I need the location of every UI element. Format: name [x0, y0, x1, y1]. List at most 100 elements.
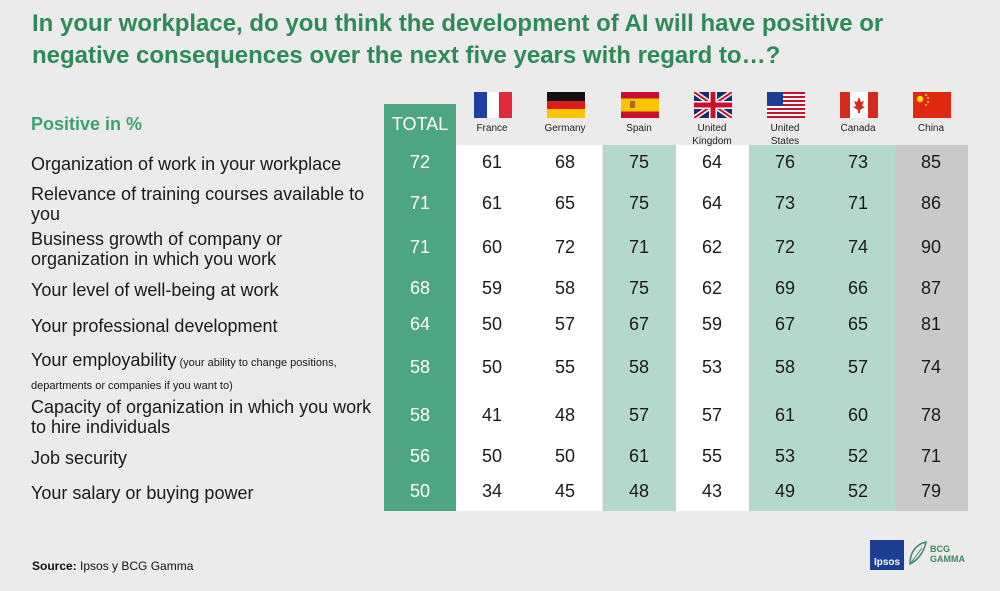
- value-cell: 85: [920, 152, 942, 172]
- country-label-usa: United States: [770, 123, 800, 147]
- value-cell: 55: [701, 446, 723, 466]
- positive-percent-label: Positive in %: [31, 114, 143, 134]
- value-cell: 60: [847, 405, 869, 425]
- value-cell: 34: [481, 481, 503, 501]
- column-background-uk: [676, 145, 749, 511]
- row-label: Capacity of organization in which you wo…: [31, 397, 372, 437]
- total-column-header: TOTAL: [391, 114, 449, 134]
- total-value-cell: 72: [409, 152, 431, 172]
- source-note: Source: Ipsos y BCG Gamma: [32, 559, 194, 573]
- value-cell: 58: [774, 357, 796, 377]
- value-cell: 66: [847, 278, 869, 298]
- column-background-usa: [749, 145, 822, 511]
- value-cell: 69: [774, 278, 796, 298]
- value-cell: 52: [847, 446, 869, 466]
- value-cell: 57: [554, 314, 576, 334]
- value-cell: 61: [774, 405, 796, 425]
- row-label: Business growth of company or organizati…: [31, 229, 283, 269]
- value-cell: 61: [628, 446, 650, 466]
- total-value-cell: 71: [409, 193, 431, 213]
- country-label-china: China: [917, 123, 945, 134]
- chart-title: In your workplace, do you think the deve…: [32, 10, 884, 69]
- total-value-cell: 71: [409, 237, 431, 257]
- value-cell: 72: [554, 237, 576, 257]
- column-background-spain: [603, 145, 676, 511]
- value-cell: 86: [920, 193, 942, 213]
- total-value-cell: 64: [409, 314, 431, 334]
- value-cell: 73: [847, 152, 869, 172]
- value-cell: 65: [554, 193, 576, 213]
- total-value-cell: 50: [409, 481, 431, 501]
- country-label-germany: Germany: [544, 123, 586, 134]
- value-cell: 59: [481, 278, 503, 298]
- value-cell: 48: [628, 481, 650, 501]
- column-background-china: [895, 145, 968, 511]
- value-cell: 75: [628, 193, 650, 213]
- value-cell: 60: [481, 237, 503, 257]
- value-cell: 43: [701, 481, 723, 501]
- usa-flag-icon: [766, 92, 805, 118]
- value-cell: 71: [628, 237, 650, 257]
- column-background-france: [456, 145, 529, 511]
- value-cell: 75: [628, 278, 650, 298]
- row-label: Your employability (your ability to chan…: [31, 350, 337, 392]
- value-cell: 90: [920, 237, 942, 257]
- total-value-cell: 58: [409, 357, 431, 377]
- value-cell: 58: [628, 357, 650, 377]
- value-cell: 78: [920, 405, 942, 425]
- value-cell: 79: [920, 481, 942, 501]
- value-cell: 59: [701, 314, 723, 334]
- value-cell: 57: [847, 357, 869, 377]
- row-label: Job security: [31, 448, 128, 468]
- value-cell: 76: [774, 152, 796, 172]
- total-value-cell: 58: [409, 405, 431, 425]
- value-cell: 81: [920, 314, 942, 334]
- canada-flag-icon: [839, 92, 878, 118]
- total-value-cell: 56: [409, 446, 431, 466]
- value-cell: 71: [847, 193, 869, 213]
- germany-flag-icon: [546, 92, 585, 118]
- value-cell: 67: [628, 314, 650, 334]
- value-cell: 71: [920, 446, 942, 466]
- value-cell: 53: [774, 446, 796, 466]
- leaf-icon: [909, 540, 927, 566]
- row-label: Your salary or buying power: [31, 483, 254, 503]
- value-cell: 52: [847, 481, 869, 501]
- france-flag-icon: [473, 92, 512, 118]
- value-cell: 72: [774, 237, 796, 257]
- ipsos-logo: Ipsos: [870, 540, 904, 570]
- row-label: Your professional development: [31, 316, 278, 336]
- country-label-france: France: [476, 123, 508, 134]
- value-cell: 49: [774, 481, 796, 501]
- value-cell: 48: [554, 405, 576, 425]
- value-cell: 61: [481, 152, 503, 172]
- china-flag-icon: [912, 92, 951, 118]
- value-cell: 67: [774, 314, 796, 334]
- value-cell: 65: [847, 314, 869, 334]
- total-column-background: [384, 104, 456, 511]
- country-label-canada: Canada: [840, 123, 876, 134]
- uk-flag-icon: [692, 89, 733, 121]
- total-value-cell: 68: [409, 278, 431, 298]
- value-cell: 41: [481, 405, 503, 425]
- bcg-gamma-logo: BCG GAMMA: [908, 540, 988, 570]
- column-background-germany: [529, 145, 602, 511]
- value-cell: 50: [481, 314, 503, 334]
- value-cell: 62: [701, 237, 723, 257]
- country-label-uk: United Kingdom: [692, 123, 732, 147]
- value-cell: 45: [554, 481, 576, 501]
- row-label: Organization of work in your workplace: [31, 154, 342, 174]
- row-label: Relevance of training courses available …: [31, 184, 365, 224]
- value-cell: 57: [701, 405, 723, 425]
- value-cell: 50: [481, 446, 503, 466]
- value-cell: 50: [554, 446, 576, 466]
- value-cell: 57: [628, 405, 650, 425]
- spain-flag-icon: [620, 92, 659, 118]
- value-cell: 62: [701, 278, 723, 298]
- value-cell: 58: [554, 278, 576, 298]
- value-cell: 75: [628, 152, 650, 172]
- value-cell: 53: [701, 357, 723, 377]
- value-cell: 61: [481, 193, 503, 213]
- value-cell: 55: [554, 357, 576, 377]
- value-cell: 64: [701, 152, 723, 172]
